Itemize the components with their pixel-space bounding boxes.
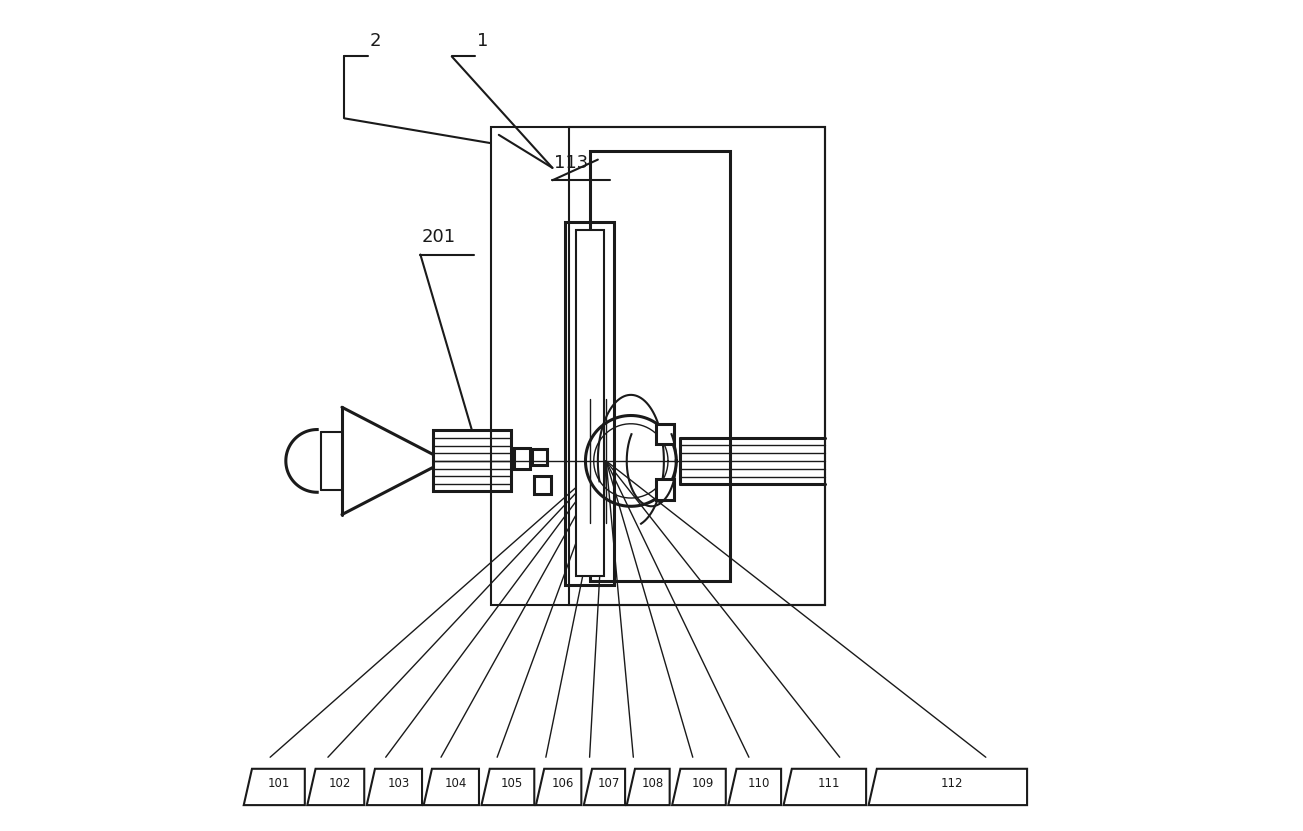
Bar	[655, 479, 674, 499]
Bar	[564, 222, 614, 585]
Text: 103: 103	[387, 777, 409, 790]
Text: 105: 105	[500, 777, 523, 790]
Text: 2: 2	[369, 32, 380, 50]
Bar	[534, 476, 551, 494]
Bar	[569, 126, 825, 605]
Text: 101: 101	[267, 777, 289, 790]
Text: 104: 104	[444, 777, 466, 790]
Text: 1: 1	[477, 32, 487, 50]
Bar	[490, 126, 825, 605]
Text: 106: 106	[551, 777, 573, 790]
Text: 109: 109	[692, 777, 714, 790]
Text: 113: 113	[554, 154, 589, 172]
Bar	[532, 449, 547, 465]
Text: 112: 112	[941, 777, 963, 790]
Text: 108: 108	[641, 777, 663, 790]
Text: 111: 111	[818, 777, 840, 790]
Bar	[433, 430, 511, 491]
Text: 110: 110	[748, 777, 770, 790]
Text: 107: 107	[597, 777, 620, 790]
Bar	[589, 151, 730, 581]
Text: 201: 201	[422, 229, 456, 246]
Bar	[576, 230, 605, 577]
Bar	[655, 424, 674, 445]
Bar	[513, 448, 530, 470]
Text: 102: 102	[328, 777, 351, 790]
